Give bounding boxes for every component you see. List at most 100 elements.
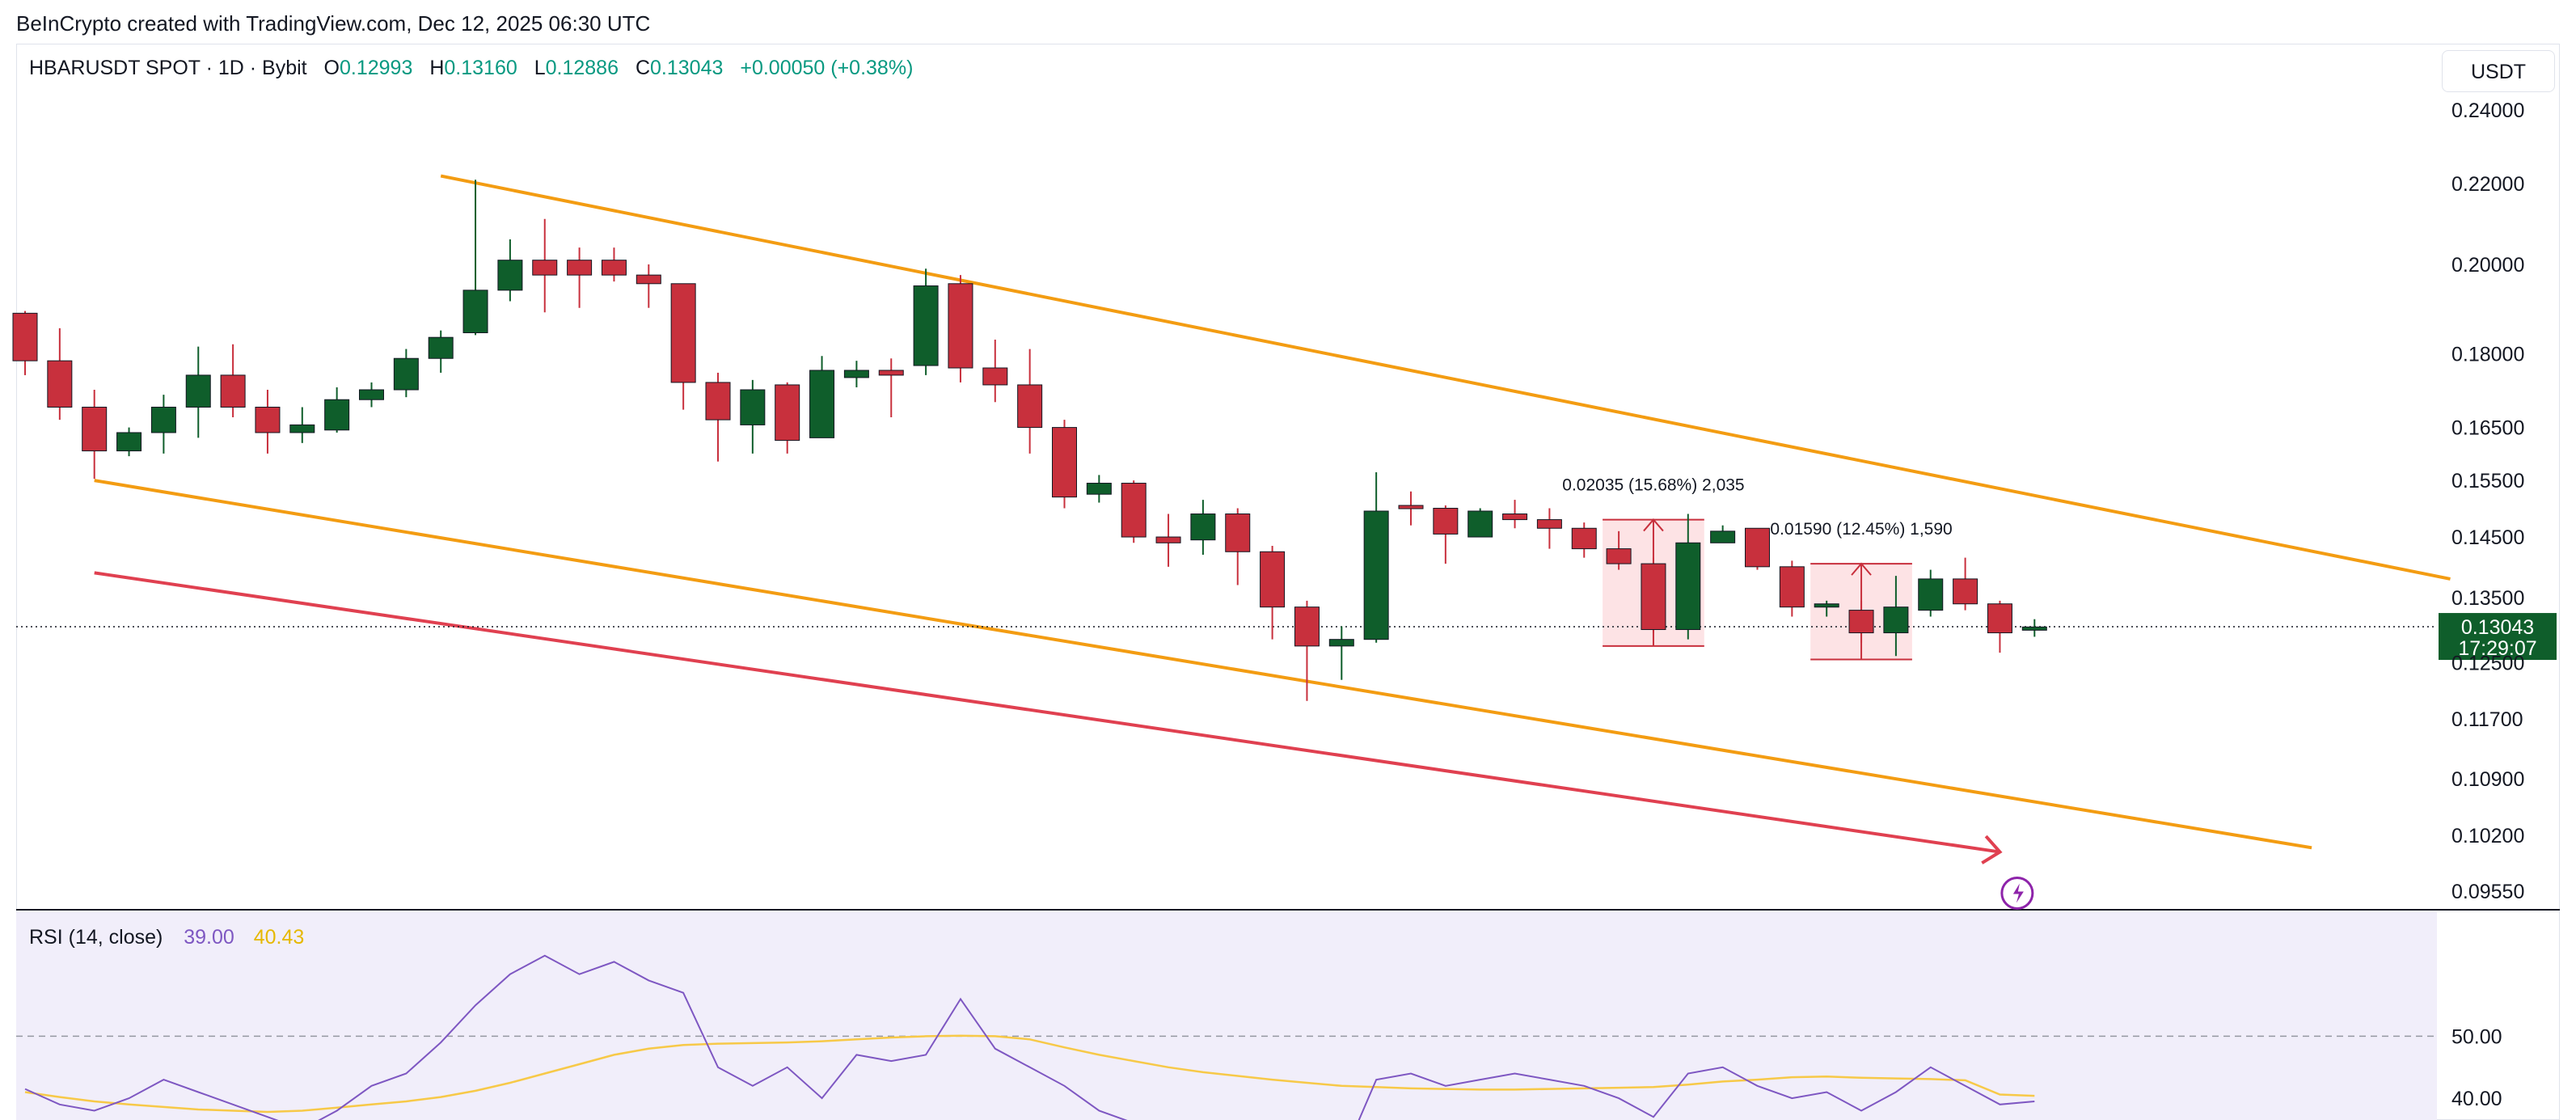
symbol-legend: HBARUSDT SPOT · 1D · Bybit O0.12993 H0.1… <box>29 57 913 80</box>
high-value: 0.13160 <box>444 57 517 79</box>
candle-body <box>1953 578 1978 605</box>
candle-body <box>601 260 627 276</box>
rsi-background <box>16 912 2437 1120</box>
target-arrow-head <box>1981 835 2003 864</box>
candle-body <box>809 370 835 438</box>
y-tick-label: 0.10200 <box>2451 825 2524 847</box>
candle-body <box>948 283 973 369</box>
candle-body <box>255 406 281 433</box>
candle-body <box>1987 603 2012 634</box>
candle-body <box>982 367 1008 386</box>
close-label: C <box>635 57 651 79</box>
candle-body <box>1675 542 1701 631</box>
symbol-label: HBARUSDT SPOT · 1D · Bybit <box>29 57 307 79</box>
candle-body <box>1328 639 1354 647</box>
candle-body <box>1848 610 1874 634</box>
candle-body <box>670 283 696 383</box>
measure-arrow-head <box>1643 518 1664 532</box>
candle-body <box>1641 563 1666 631</box>
y-tick-label: 0.12500 <box>2451 653 2524 675</box>
candle-body <box>1745 527 1770 568</box>
candle-body <box>1155 536 1181 543</box>
last-price-value: 0.13043 <box>2461 616 2534 639</box>
candle-body <box>1571 527 1597 550</box>
candle-body <box>567 260 593 276</box>
y-tick-label: 0.15500 <box>2451 470 2524 492</box>
candle-body <box>740 389 766 425</box>
candle-body <box>1918 578 1944 611</box>
candle-body <box>1814 603 1839 608</box>
candle-body <box>843 370 869 378</box>
candle-body <box>1536 519 1562 529</box>
y-tick-label: 0.14500 <box>2451 526 2524 549</box>
rsi-legend: RSI (14, close) 39.00 40.43 <box>29 926 304 949</box>
candle-body <box>1260 551 1286 608</box>
trendlines <box>94 174 2451 911</box>
candle-body <box>913 285 939 366</box>
candle-body <box>775 384 800 442</box>
target-trend-line <box>94 571 2000 854</box>
y-tick-label: 0.22000 <box>2451 173 2524 196</box>
candle-body <box>1710 530 1736 543</box>
bar-countdown: 17:29:07 <box>2458 637 2536 660</box>
candle-body <box>150 406 176 433</box>
y-tick-label: 0.24000 <box>2451 99 2524 122</box>
rsi-level-label: 50.00 <box>2451 1025 2502 1048</box>
change-value: +0.00050 (+0.38%) <box>740 57 914 79</box>
candle-body <box>185 374 211 408</box>
lightning-icon <box>2012 883 2024 903</box>
y-tick-label: 0.20000 <box>2451 254 2524 277</box>
low-value: 0.12886 <box>545 57 619 79</box>
measure-label: 0.01590 (12.45%) 1,590 <box>1770 520 1952 539</box>
candle-body <box>428 336 454 359</box>
y-tick-label: 0.13500 <box>2451 587 2524 610</box>
low-label: L <box>534 57 546 79</box>
candle-body <box>1190 514 1216 541</box>
open-value: 0.12993 <box>340 57 413 79</box>
y-tick-label: 0.11700 <box>2451 708 2523 731</box>
candle-body <box>220 374 246 408</box>
candle-body <box>1467 510 1493 538</box>
candle-body <box>1086 483 1112 495</box>
close-value: 0.13043 <box>650 57 724 79</box>
rsi-value: 39.00 <box>184 926 234 949</box>
candle-body <box>116 432 142 452</box>
chart-credit: BeInCrypto created with TradingView.com,… <box>16 11 651 36</box>
rsi-ma-value: 40.43 <box>253 926 305 949</box>
candle-body <box>462 290 488 333</box>
rsi-label: RSI (14, close) <box>29 926 163 949</box>
currency-button[interactable]: USDT <box>2442 50 2555 92</box>
candle-body <box>1433 508 1459 535</box>
candle-body <box>1363 510 1389 640</box>
candle-body <box>359 389 384 400</box>
candle-body <box>1225 514 1251 552</box>
high-label: H <box>429 57 445 79</box>
channel-lower-line <box>94 479 2312 850</box>
candle-body <box>1052 427 1077 498</box>
last-price-tag <box>2439 613 2557 661</box>
channel-upper-line <box>440 174 2451 581</box>
y-tick-label: 0.18000 <box>2451 343 2524 366</box>
y-tick-label: 0.16500 <box>2451 417 2524 440</box>
y-tick-label: 0.09550 <box>2451 881 2524 903</box>
candle-body <box>393 357 419 391</box>
measure-label: 0.02035 (15.68%) 2,035 <box>1562 476 1744 495</box>
candle-body <box>47 360 73 408</box>
measure-arrow-head <box>1851 562 1872 576</box>
candle-body <box>2021 626 2047 631</box>
candle-body <box>532 260 558 276</box>
candle-body <box>1017 384 1043 429</box>
candle-body <box>324 399 350 431</box>
candle-body <box>1779 566 1805 608</box>
rsi-line <box>24 954 2035 1120</box>
candle-body <box>1294 606 1320 647</box>
candle-body <box>1398 505 1424 509</box>
candle-body <box>1502 514 1528 521</box>
candle-body <box>1121 483 1147 538</box>
candle-body <box>289 424 315 433</box>
rsi-pane: 50.00 40.00 <box>16 909 2560 1120</box>
candle-body <box>1883 606 1909 634</box>
candle-body <box>705 382 731 421</box>
